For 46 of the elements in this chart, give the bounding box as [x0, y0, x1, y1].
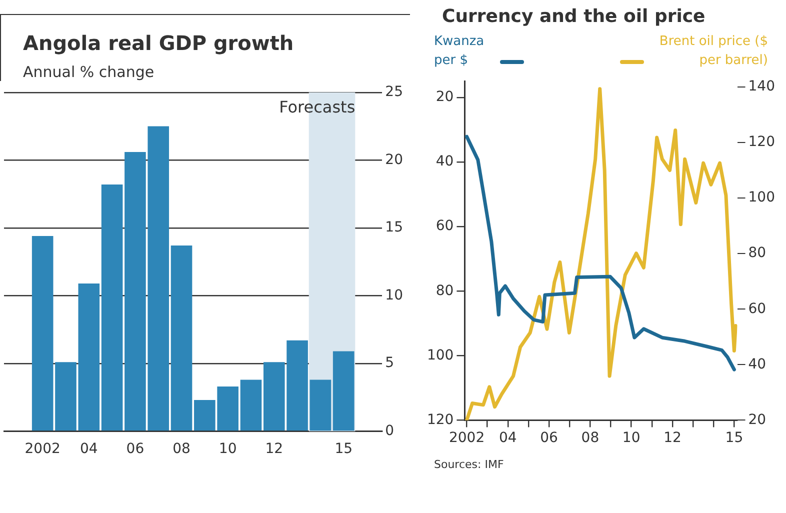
y-tick-label: 20 — [385, 152, 404, 168]
text: Kwanza per $ — [434, 33, 486, 70]
x-tick-label: 08 — [172, 441, 190, 458]
y-tick-label: 120 — [426, 412, 454, 428]
y-tick-label: 60 — [436, 218, 454, 234]
x-tick-label: 12 — [265, 441, 284, 458]
x-tick-label: 10 — [622, 430, 640, 446]
chart-subtitle: Annual % change — [23, 63, 156, 81]
x-tick-label: 06 — [540, 430, 558, 446]
y-tick-label: 40 — [436, 154, 454, 170]
y2-tick-label: 20 — [748, 412, 766, 428]
bar — [32, 236, 54, 431]
x-tick-label: 06 — [126, 441, 144, 458]
x-tick-label: 04 — [499, 430, 517, 446]
y-tick-label: 100 — [426, 347, 454, 364]
bar — [310, 380, 332, 431]
bar — [170, 246, 192, 431]
y-tick-label: 5 — [385, 355, 394, 372]
text: Brent oil price ($ per barrel) — [658, 33, 768, 70]
x-tick-label: 15 — [725, 430, 744, 446]
y2-tick-label: 140 — [748, 78, 776, 95]
x-tick-label: 12 — [664, 430, 682, 446]
y2-tick-label: 60 — [748, 300, 766, 317]
y-tick-label: 25 — [385, 84, 404, 100]
chart-title: Currency and the oil price — [442, 6, 706, 27]
y-tick-label: 0 — [385, 422, 394, 439]
y-tick-label: 10 — [385, 287, 404, 304]
y-tick-label: 15 — [385, 220, 404, 236]
x-tick-label: 2002 — [24, 441, 60, 458]
chart-title: Angola real GDP growth — [23, 31, 295, 55]
x-tick-label: 04 — [80, 441, 98, 458]
y2-tick-label: 40 — [748, 356, 766, 372]
y-tick-label: 80 — [436, 282, 454, 299]
y2-tick-label: 100 — [748, 190, 776, 206]
x-tick-label: 08 — [581, 430, 600, 446]
bar — [240, 380, 262, 431]
x-tick-label: 10 — [218, 441, 237, 458]
bar — [332, 351, 354, 431]
y2-tick-label: 120 — [748, 134, 776, 150]
x-tick-label: 2002 — [448, 430, 485, 446]
y-tick-label: 20 — [436, 89, 454, 106]
y2-tick-label: 80 — [748, 245, 766, 262]
bar — [101, 184, 123, 431]
source-note: Sources: IMF — [433, 458, 505, 471]
band-label: Forecasts — [279, 98, 356, 117]
x-tick-label: 15 — [334, 441, 353, 458]
